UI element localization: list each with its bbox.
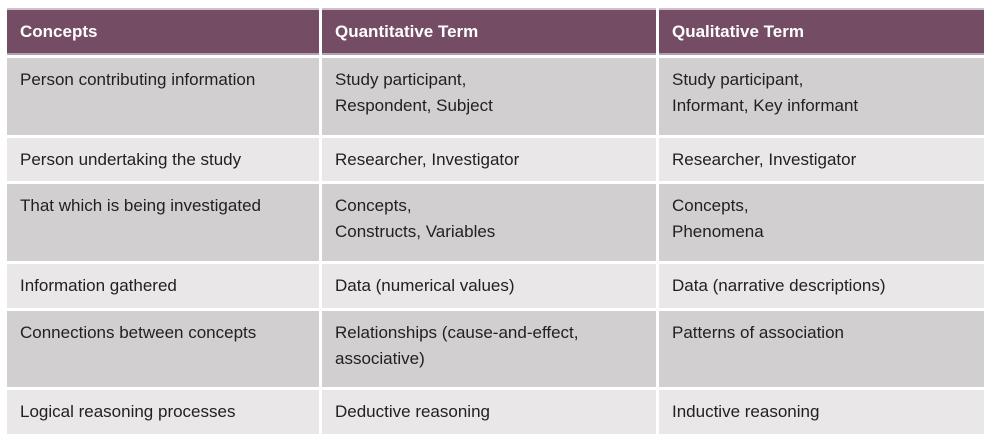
cell-quantitative-term: Concepts, Constructs, Variables: [322, 184, 656, 261]
table-row: Information gathered Data (numerical val…: [7, 264, 984, 308]
table-header-row: Concepts Quantitative Term Qualitative T…: [7, 8, 984, 55]
header-cell-qualitative-term: Qualitative Term: [659, 8, 984, 55]
cell-qualitative-term: Concepts, Phenomena: [659, 184, 984, 261]
cell-concept: Person contributing information: [7, 58, 319, 135]
table-row: That which is being investigated Concept…: [7, 184, 984, 261]
cell-qualitative-term: Study participant, Informant, Key inform…: [659, 58, 984, 135]
table-row: Logical reasoning processes Deductive re…: [7, 390, 984, 434]
comparison-table: Concepts Quantitative Term Qualitative T…: [7, 8, 984, 434]
cell-quantitative-term: Relationships (cause-and-effect, associa…: [322, 311, 656, 387]
header-cell-concepts: Concepts: [7, 8, 319, 55]
cell-concept: Logical reasoning processes: [7, 390, 319, 434]
cell-concept: Information gathered: [7, 264, 319, 308]
cell-concept: Person undertaking the study: [7, 138, 319, 181]
cell-quantitative-term: Deductive reasoning: [322, 390, 656, 434]
header-cell-quantitative-term: Quantitative Term: [322, 8, 656, 55]
cell-qualitative-term: Patterns of association: [659, 311, 984, 387]
table-row: Person undertaking the study Researcher,…: [7, 138, 984, 181]
cell-quantitative-term: Study participant, Respondent, Subject: [322, 58, 656, 135]
cell-quantitative-term: Researcher, Investigator: [322, 138, 656, 181]
cell-concept: Connections between concepts: [7, 311, 319, 387]
table-row: Person contributing information Study pa…: [7, 58, 984, 135]
table-row: Connections between concepts Relationshi…: [7, 311, 984, 387]
cell-concept: That which is being investigated: [7, 184, 319, 261]
cell-qualitative-term: Data (narrative descriptions): [659, 264, 984, 308]
cell-qualitative-term: Inductive reasoning: [659, 390, 984, 434]
cell-qualitative-term: Researcher, Investigator: [659, 138, 984, 181]
cell-quantitative-term: Data (numerical values): [322, 264, 656, 308]
